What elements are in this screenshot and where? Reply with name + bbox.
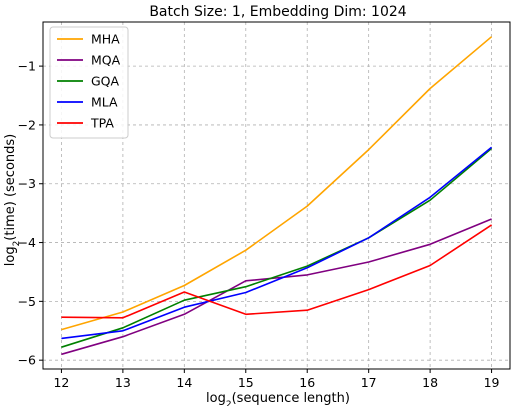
x-tick-label: 15 bbox=[238, 375, 254, 390]
y-tick-label: −3 bbox=[18, 176, 36, 191]
x-tick-label: 16 bbox=[299, 375, 315, 390]
legend-label-mla: MLA bbox=[91, 95, 118, 110]
y-tick-label: −4 bbox=[18, 235, 36, 250]
x-axis-label: log2(sequence length) bbox=[206, 391, 350, 406]
series-line-mla bbox=[61, 146, 493, 340]
x-tick-label: 13 bbox=[115, 375, 131, 390]
series-line-mha bbox=[61, 36, 493, 331]
legend-label-mqa: MQA bbox=[91, 53, 121, 68]
y-tick-label: −1 bbox=[18, 59, 36, 74]
x-tick-label: 17 bbox=[361, 375, 377, 390]
x-tick-label: 19 bbox=[484, 375, 500, 390]
y-tick-label: −5 bbox=[18, 294, 36, 309]
y-axis-label: log2(time) (seconds) bbox=[3, 134, 22, 267]
series-lines bbox=[61, 36, 493, 356]
series-line-gqa bbox=[61, 147, 493, 348]
plot-frame bbox=[42, 21, 511, 370]
legend-label-gqa: GQA bbox=[91, 74, 120, 89]
x-tick-label: 12 bbox=[53, 375, 69, 390]
x-tick-label: 18 bbox=[422, 375, 438, 390]
series-line-mqa bbox=[61, 218, 492, 356]
legend-label-mha: MHA bbox=[91, 32, 120, 47]
axis-ticks: 12 13 14 15 16 17 18 19 −6 −5 −4 −3 −2 −1 bbox=[18, 59, 500, 390]
chart-title: Batch Size: 1, Embedding Dim: 1024 bbox=[149, 4, 406, 20]
legend: MHA MQA GQA MLA TPA bbox=[49, 26, 129, 139]
x-tick-label: 14 bbox=[176, 375, 192, 390]
legend-label-tpa: TPA bbox=[90, 116, 114, 131]
y-tick-label: −2 bbox=[18, 117, 36, 132]
series-line-tpa bbox=[61, 224, 493, 319]
y-tick-label: −6 bbox=[18, 353, 36, 368]
legend-box bbox=[49, 26, 129, 139]
